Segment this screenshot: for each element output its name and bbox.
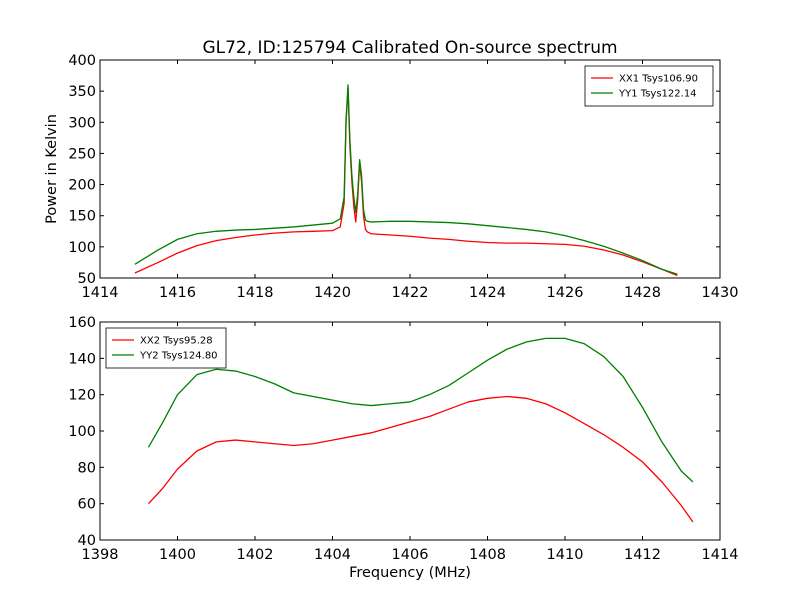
y-tick-label: 40 — [78, 533, 96, 549]
x-tick-label: 1406 — [392, 547, 429, 563]
y-tick-label: 350 — [68, 84, 96, 100]
y-tick-label: 160 — [68, 315, 96, 331]
x-tick-label: 1424 — [469, 285, 506, 301]
legend-label: YY2 Tsys124.80 — [139, 351, 218, 362]
x-tick-label: 1400 — [159, 547, 196, 563]
legend: XX2 Tsys95.28 YY2 Tsys124.80 — [105, 327, 227, 369]
y-tick-label: 100 — [68, 240, 96, 256]
y-tick-label: 200 — [68, 178, 96, 194]
x-tick-label: 1414 — [702, 547, 739, 563]
y-tick-label: 80 — [78, 460, 96, 476]
x-tick-label: 1416 — [159, 285, 196, 301]
y-tick-label: 150 — [68, 209, 96, 225]
legend: XX1 Tsys106.90 YY1 Tsys122.14 — [584, 65, 714, 107]
legend-box — [105, 327, 227, 369]
series-line-xx2 — [147, 395, 694, 523]
x-tick-label: 1428 — [624, 285, 661, 301]
y-tick-label: 100 — [68, 424, 96, 440]
y-tick-label: 120 — [68, 388, 96, 404]
x-tick-label: 1412 — [624, 547, 661, 563]
y-tick-label: 250 — [68, 146, 96, 162]
x-tick-label: 1410 — [547, 547, 584, 563]
y-tick-label: 50 — [78, 271, 96, 287]
x-tick-label: 1398 — [82, 547, 119, 563]
plot-1: 1414 1416 1418 1420 1422 1424 1426 1428 1430 50 10… — [44, 53, 738, 301]
x-tick-label: 1402 — [237, 547, 274, 563]
x-tick-label: 1414 — [82, 285, 119, 301]
x-tick-label: 1420 — [314, 285, 351, 301]
plots-container: 1414 1416 1418 1420 1422 1424 1426 1428 1430 50 10… — [44, 53, 738, 581]
x-tick-label: 1408 — [469, 547, 506, 563]
series-line-yy1 — [134, 84, 678, 275]
legend-label: YY1 Tsys122.14 — [618, 89, 697, 100]
y-tick-label: 300 — [68, 115, 96, 131]
y-tick-label: 400 — [68, 53, 96, 69]
x-tick-label: 1418 — [237, 285, 274, 301]
x-tick-label: 1422 — [392, 285, 429, 301]
y-tick-label: 140 — [68, 351, 96, 367]
legend-label: XX2 Tsys95.28 — [140, 336, 213, 347]
x-tick-label: 1404 — [314, 547, 351, 563]
figure-title: GL72, ID:125794 Calibrated On-source spe… — [202, 38, 617, 58]
y-tick-label: 60 — [78, 497, 96, 513]
legend-box — [584, 65, 714, 107]
x-tick-label: 1426 — [547, 285, 584, 301]
y-axis-title: Power in Kelvin — [44, 114, 60, 224]
x-axis-title: Frequency (MHz) — [349, 565, 471, 581]
x-tick-label: 1430 — [702, 285, 739, 301]
plot-2: 1398 1400 1402 1404 1406 1408 1410 1412 1414 40 60… — [68, 315, 738, 581]
legend-label: XX1 Tsys106.90 — [619, 74, 698, 85]
series-line-yy2 — [147, 337, 694, 483]
